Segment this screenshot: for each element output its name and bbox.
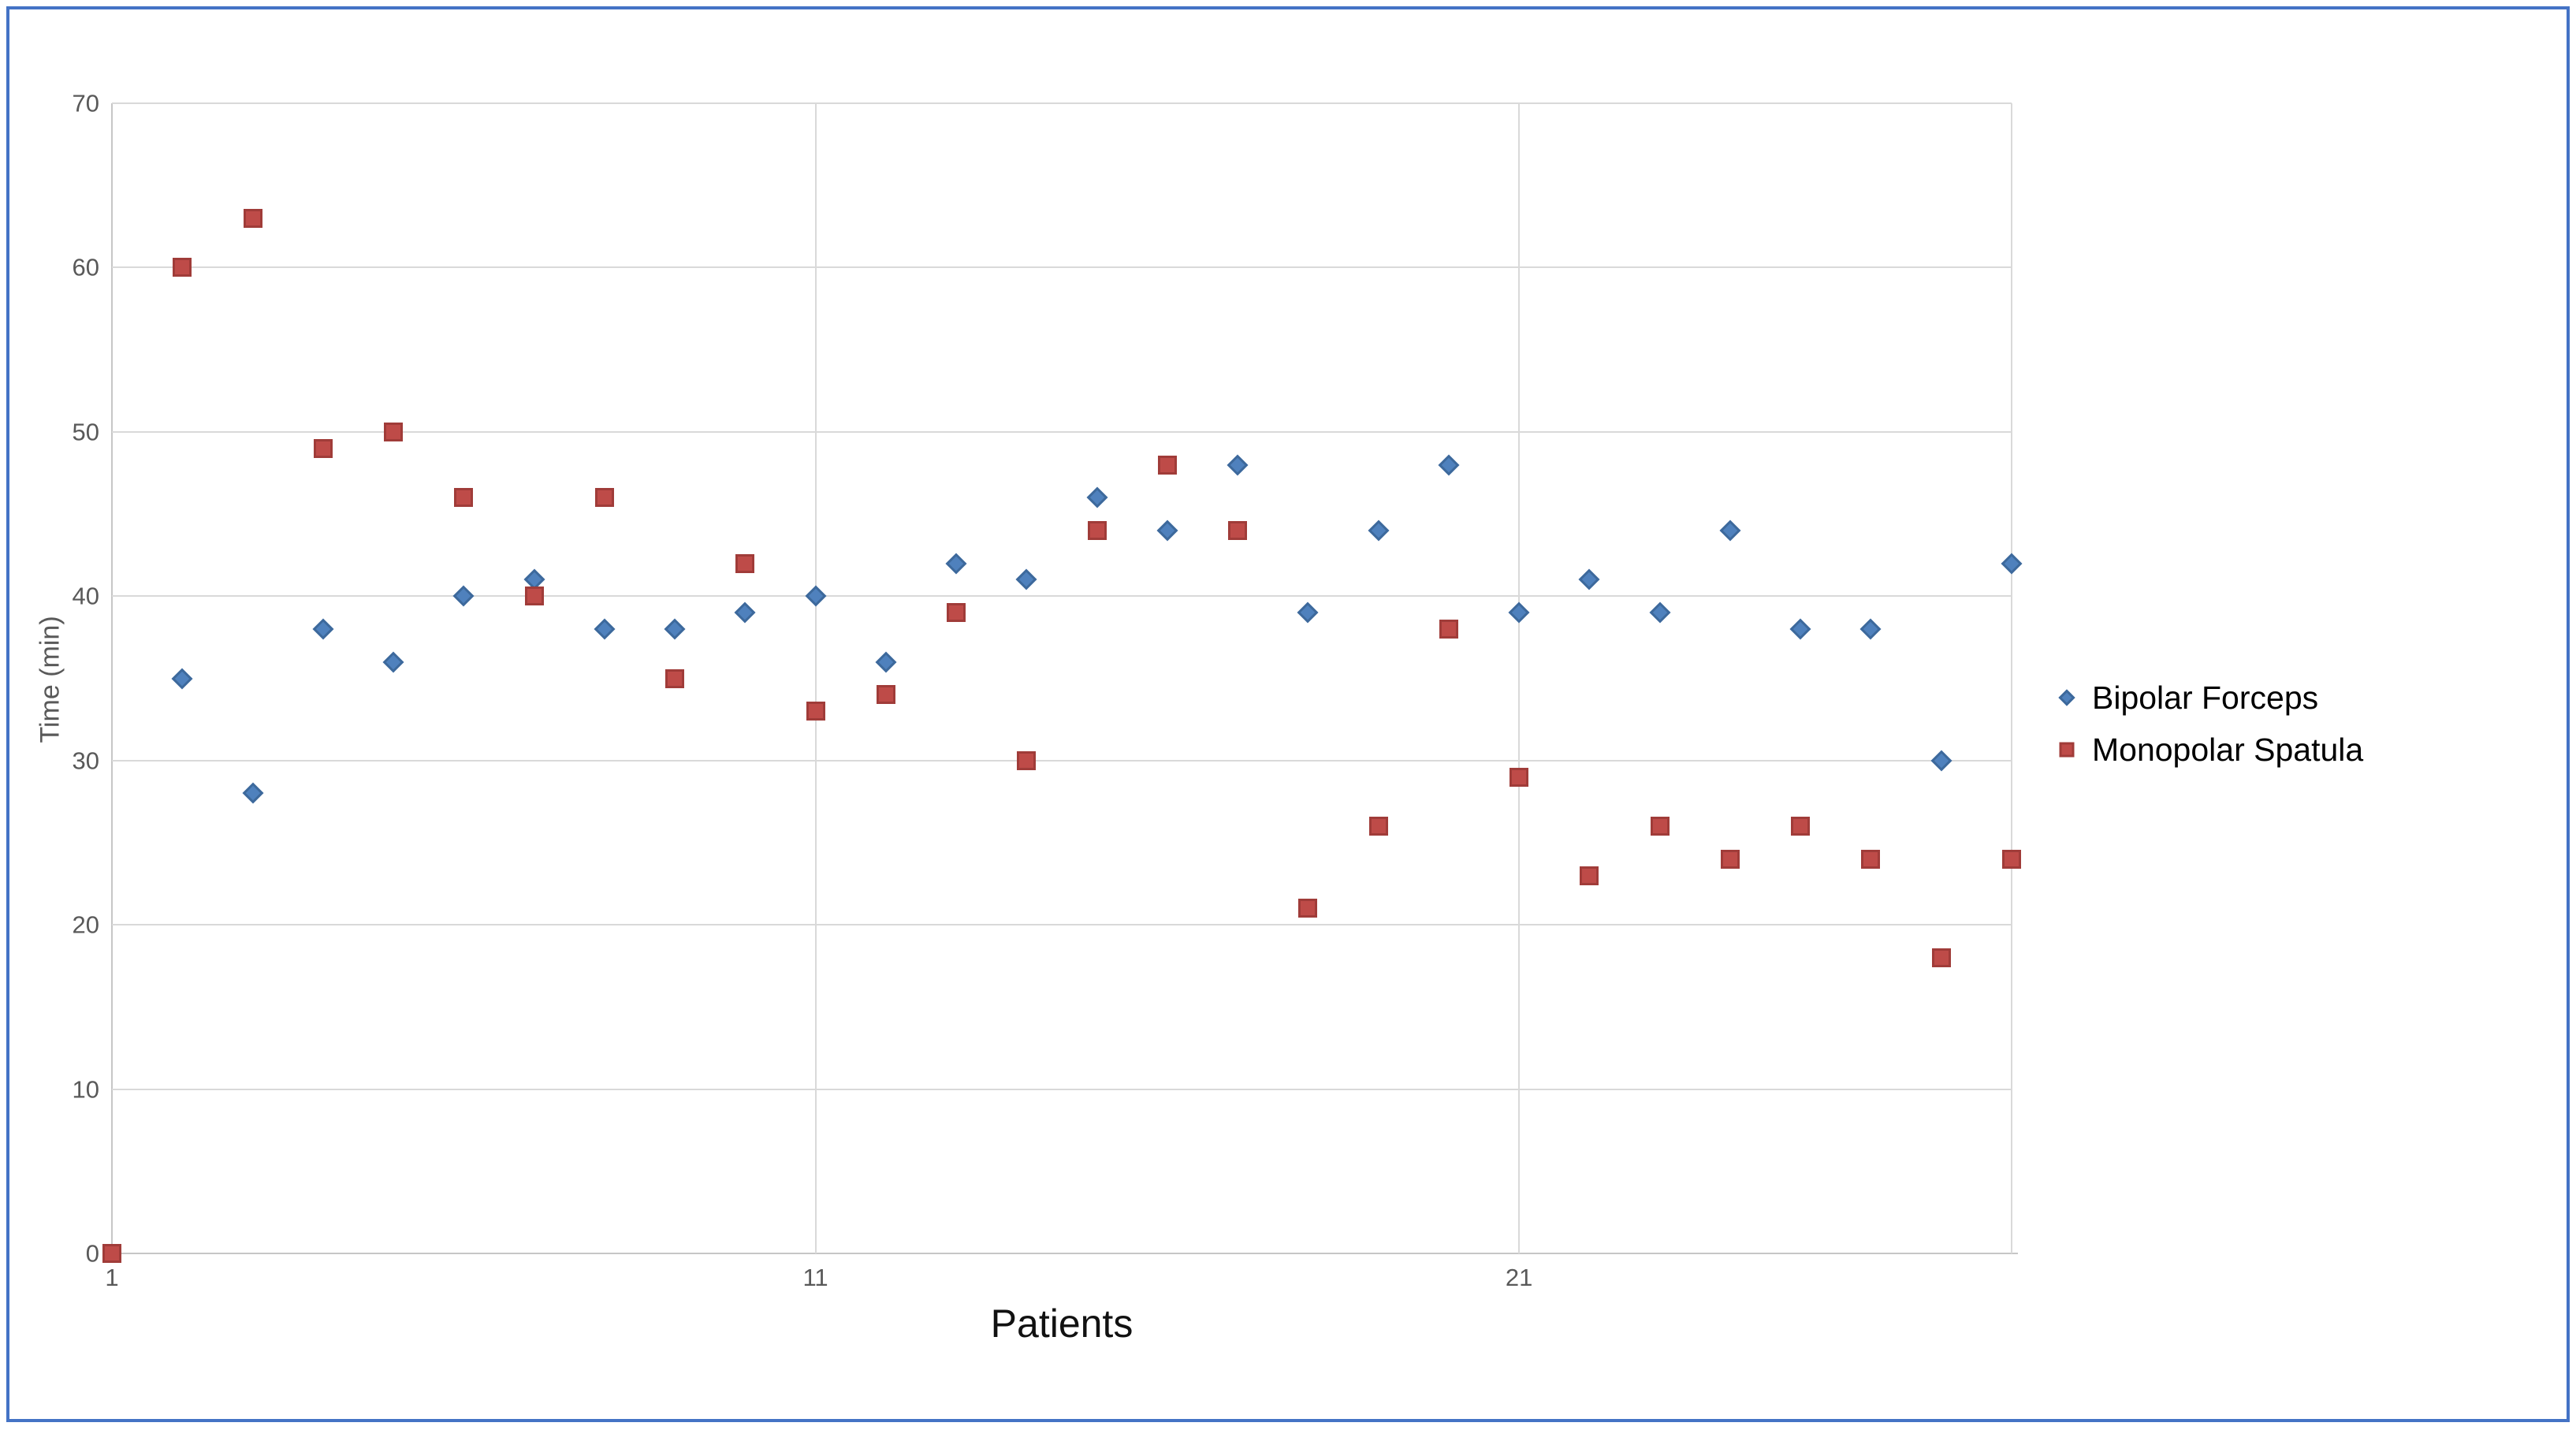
data-point-bipolar-forceps xyxy=(1227,454,1249,475)
chart-legend: Bipolar Forceps Monopolar Spatula xyxy=(2053,672,2363,776)
data-point-bipolar-forceps xyxy=(1719,519,1741,542)
gridline xyxy=(1518,103,1521,1253)
gridline xyxy=(112,266,2012,269)
y-tick-label: 70 xyxy=(72,89,99,117)
gridline xyxy=(112,759,2012,762)
data-point-monopolar-spatula xyxy=(1228,520,1248,540)
data-point-monopolar-spatula xyxy=(1791,817,1811,836)
x-axis-line xyxy=(104,1253,2018,1254)
data-point-monopolar-spatula xyxy=(735,553,755,573)
data-point-bipolar-forceps xyxy=(1438,454,1460,475)
data-point-monopolar-spatula xyxy=(1650,817,1670,836)
data-point-monopolar-spatula xyxy=(1509,767,1529,787)
data-point-bipolar-forceps xyxy=(1086,486,1108,508)
data-point-monopolar-spatula xyxy=(454,488,474,508)
gridline xyxy=(112,924,2012,926)
y-tick-label: 60 xyxy=(72,253,99,281)
data-point-bipolar-forceps xyxy=(452,585,475,607)
y-axis-title: Time (min) xyxy=(35,616,65,743)
data-point-bipolar-forceps xyxy=(1930,750,1952,772)
data-point-monopolar-spatula xyxy=(1157,455,1177,475)
data-point-bipolar-forceps xyxy=(945,553,967,575)
gridline xyxy=(112,430,2012,433)
data-point-monopolar-spatula xyxy=(1439,619,1458,639)
data-point-bipolar-forceps xyxy=(1579,569,1600,590)
gridline xyxy=(2011,103,2012,1253)
y-axis-line xyxy=(111,103,113,1253)
data-point-monopolar-spatula xyxy=(1298,899,1318,918)
diamond-icon xyxy=(2058,689,2075,706)
data-point-bipolar-forceps xyxy=(382,651,404,673)
legend-item: Bipolar Forceps xyxy=(2053,672,2363,724)
data-point-monopolar-spatula xyxy=(594,488,614,508)
data-point-monopolar-spatula xyxy=(806,702,825,721)
data-point-bipolar-forceps xyxy=(1368,519,1390,542)
plot-area: 0 10 20 30 40 50 60 70 1 11 21 xyxy=(73,91,2023,1290)
legend-item: Monopolar Spatula xyxy=(2053,724,2363,776)
data-point-bipolar-forceps xyxy=(1156,519,1178,542)
gridline xyxy=(112,595,2012,598)
data-point-monopolar-spatula xyxy=(2002,849,2021,869)
y-tick-label: 40 xyxy=(72,582,99,610)
data-point-monopolar-spatula xyxy=(524,587,544,606)
data-point-bipolar-forceps xyxy=(171,668,193,689)
data-point-monopolar-spatula xyxy=(1931,948,1951,967)
data-point-monopolar-spatula xyxy=(876,685,895,705)
data-point-monopolar-spatula xyxy=(313,438,333,458)
data-point-bipolar-forceps xyxy=(664,618,686,640)
data-point-bipolar-forceps xyxy=(594,618,616,640)
data-point-bipolar-forceps xyxy=(1649,601,1671,624)
data-point-monopolar-spatula xyxy=(665,668,685,688)
x-axis-title: Patients xyxy=(990,1302,1134,1346)
diamond-icon xyxy=(2053,683,2081,712)
data-point-bipolar-forceps xyxy=(805,585,827,607)
data-point-bipolar-forceps xyxy=(312,618,334,640)
data-point-monopolar-spatula xyxy=(1368,817,1388,836)
data-point-monopolar-spatula xyxy=(1087,520,1107,540)
legend-label: Monopolar Spatula xyxy=(2092,731,2364,768)
square-icon xyxy=(2053,735,2081,764)
data-point-monopolar-spatula xyxy=(102,1244,121,1263)
data-point-bipolar-forceps xyxy=(875,651,897,673)
x-tick-label: 11 xyxy=(802,1264,828,1291)
chart-image-frame[interactable]: Time (min) Patients 0 10 20 30 40 50 60 70 1 11 21… xyxy=(6,6,2570,1422)
data-point-monopolar-spatula xyxy=(1720,849,1740,869)
legend-label: Bipolar Forceps xyxy=(2092,679,2319,716)
data-point-bipolar-forceps xyxy=(2001,553,2023,575)
data-point-bipolar-forceps xyxy=(1860,618,1882,640)
y-tick-label: 50 xyxy=(72,418,99,446)
gridline xyxy=(112,1088,2012,1090)
data-point-bipolar-forceps xyxy=(734,601,756,624)
data-point-monopolar-spatula xyxy=(173,258,192,277)
y-tick-label: 10 xyxy=(72,1075,99,1104)
data-point-bipolar-forceps xyxy=(1297,601,1319,624)
gridline xyxy=(112,102,2012,104)
data-point-monopolar-spatula xyxy=(1580,866,1599,885)
data-point-monopolar-spatula xyxy=(1017,750,1037,770)
y-tick-label: 30 xyxy=(72,747,99,775)
square-icon xyxy=(2059,742,2075,758)
data-point-monopolar-spatula xyxy=(384,422,404,441)
data-point-bipolar-forceps xyxy=(242,782,263,804)
x-tick-label: 1 xyxy=(105,1264,119,1291)
data-point-bipolar-forceps xyxy=(1508,601,1530,624)
data-point-monopolar-spatula xyxy=(243,208,262,228)
x-tick-label: 21 xyxy=(1505,1264,1533,1291)
data-point-monopolar-spatula xyxy=(947,603,966,623)
y-tick-label: 0 xyxy=(85,1239,99,1268)
gridline xyxy=(814,103,817,1253)
y-tick-label: 20 xyxy=(72,911,99,939)
data-point-bipolar-forceps xyxy=(1789,618,1811,640)
data-point-monopolar-spatula xyxy=(1861,849,1881,869)
data-point-bipolar-forceps xyxy=(1015,569,1037,590)
